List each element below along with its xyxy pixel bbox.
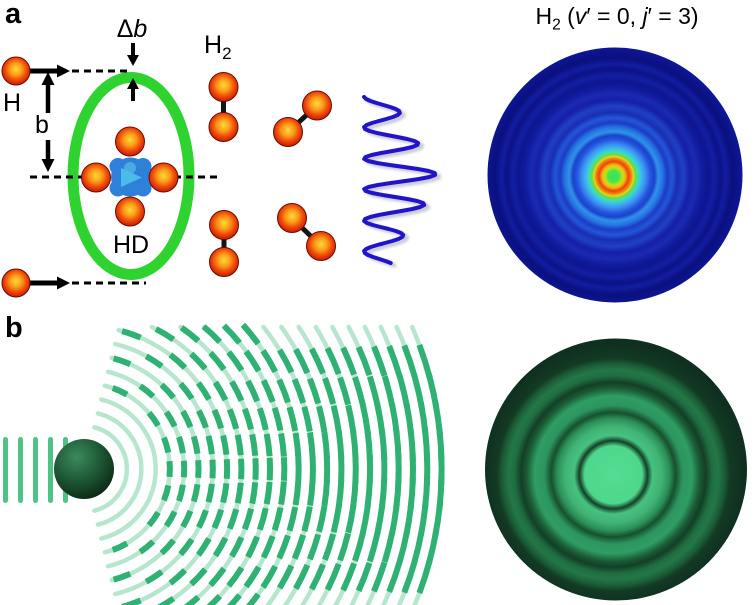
panel-a-label: a	[5, 0, 22, 30]
delta-glyph: Δ	[116, 15, 134, 43]
h2-molecule-1	[208, 72, 239, 142]
h-atom-bottom	[1, 268, 31, 298]
h-atom-label: H	[3, 89, 22, 117]
title-j: j	[642, 3, 648, 29]
delta-b-italic: b	[133, 15, 148, 43]
wave-packet-icon	[362, 95, 442, 268]
hd-molecule	[81, 126, 179, 227]
h2-label: H2	[204, 31, 232, 63]
h2-h: H	[204, 31, 223, 59]
panel-b-label: b	[5, 312, 23, 344]
scattering-image-blue	[487, 47, 743, 303]
velocity-arrow-top	[29, 64, 70, 78]
delta-b-label: Δb	[110, 17, 154, 42]
title-v: v	[574, 3, 587, 29]
impact-parameter-label: b	[35, 111, 49, 139]
scattering-image-green	[485, 338, 747, 601]
h2-molecule-2	[273, 90, 332, 147]
title-j-rest: ′ = 3)	[647, 3, 699, 29]
hd-label: HD	[112, 231, 150, 259]
scattered-waves-icon	[92, 322, 445, 605]
title-open: (	[560, 3, 575, 29]
h-atom-top	[1, 56, 31, 86]
title-h: H	[535, 3, 553, 29]
title-v-rest: ′ = 0,	[586, 3, 643, 29]
scatterer-sphere	[54, 439, 114, 499]
deuterium-core	[109, 157, 152, 197]
velocity-arrow-bottom	[29, 276, 70, 290]
delta-b-arrows	[127, 43, 139, 101]
panel-a-title: H2 (v′ = 0, j′ = 3)	[457, 5, 754, 33]
title-sub: 2	[552, 16, 561, 34]
h2-molecule-4	[277, 203, 336, 261]
h2-sub: 2	[222, 44, 232, 63]
impact-parameter-arrow	[41, 72, 55, 172]
h2-molecule-3	[209, 210, 239, 277]
